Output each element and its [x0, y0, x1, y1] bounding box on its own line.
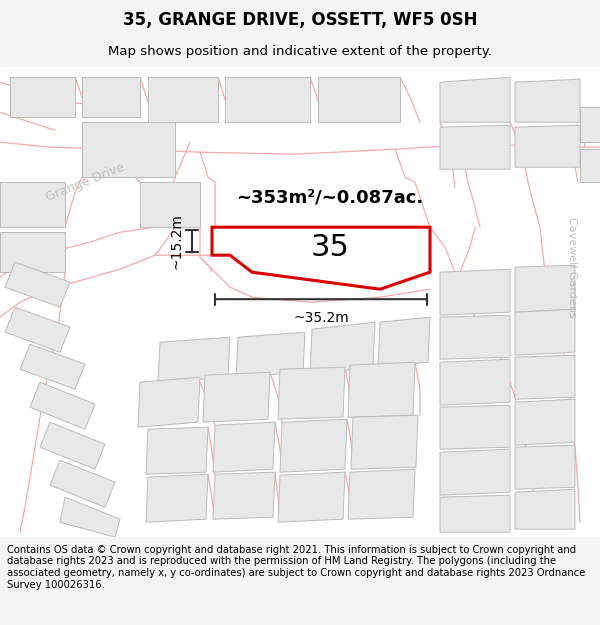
Polygon shape [440, 359, 510, 405]
Polygon shape [440, 405, 510, 449]
Polygon shape [82, 77, 140, 118]
Polygon shape [138, 377, 200, 428]
Polygon shape [5, 262, 70, 307]
Polygon shape [348, 362, 415, 418]
Text: 35: 35 [311, 232, 349, 262]
Text: Map shows position and indicative extent of the property.: Map shows position and indicative extent… [108, 45, 492, 58]
Polygon shape [580, 149, 600, 182]
Polygon shape [440, 125, 510, 169]
Polygon shape [515, 309, 575, 355]
Polygon shape [580, 107, 600, 142]
Polygon shape [30, 382, 95, 429]
Polygon shape [203, 372, 270, 423]
Polygon shape [440, 495, 510, 532]
Polygon shape [440, 77, 510, 122]
Polygon shape [0, 182, 65, 227]
Polygon shape [318, 77, 400, 122]
Polygon shape [440, 449, 510, 495]
Polygon shape [515, 355, 575, 399]
Text: Contains OS data © Crown copyright and database right 2021. This information is : Contains OS data © Crown copyright and d… [7, 545, 586, 589]
Polygon shape [213, 472, 275, 519]
Polygon shape [146, 474, 208, 522]
Polygon shape [0, 232, 65, 272]
Polygon shape [60, 498, 120, 537]
Polygon shape [378, 317, 430, 367]
Polygon shape [440, 269, 510, 315]
Polygon shape [236, 332, 305, 377]
Polygon shape [351, 415, 418, 469]
Polygon shape [515, 265, 575, 312]
Polygon shape [515, 399, 575, 445]
Polygon shape [148, 77, 218, 122]
Text: Cavewell Gardens: Cavewell Gardens [567, 217, 577, 318]
Text: ~353m²/~0.087ac.: ~353m²/~0.087ac. [236, 188, 424, 206]
Text: 35, GRANGE DRIVE, OSSETT, WF5 0SH: 35, GRANGE DRIVE, OSSETT, WF5 0SH [123, 11, 477, 29]
Polygon shape [50, 460, 115, 507]
Polygon shape [278, 367, 345, 419]
Polygon shape [213, 422, 275, 472]
Polygon shape [515, 489, 575, 529]
Polygon shape [40, 422, 105, 469]
Polygon shape [280, 419, 347, 472]
Polygon shape [10, 77, 75, 118]
Polygon shape [225, 77, 310, 122]
Polygon shape [440, 315, 510, 359]
Polygon shape [158, 338, 230, 382]
Polygon shape [20, 344, 85, 389]
Polygon shape [515, 79, 580, 122]
Polygon shape [515, 125, 580, 167]
Polygon shape [515, 445, 575, 489]
Polygon shape [348, 469, 415, 519]
Polygon shape [140, 182, 200, 227]
Text: ~35.2m: ~35.2m [293, 311, 349, 325]
Text: Grange Drive: Grange Drive [44, 161, 126, 204]
Polygon shape [212, 227, 430, 289]
Polygon shape [5, 307, 70, 352]
Polygon shape [278, 472, 345, 522]
Polygon shape [146, 428, 208, 474]
Polygon shape [310, 322, 375, 374]
Polygon shape [82, 122, 175, 177]
Text: ~15.2m: ~15.2m [169, 213, 183, 269]
